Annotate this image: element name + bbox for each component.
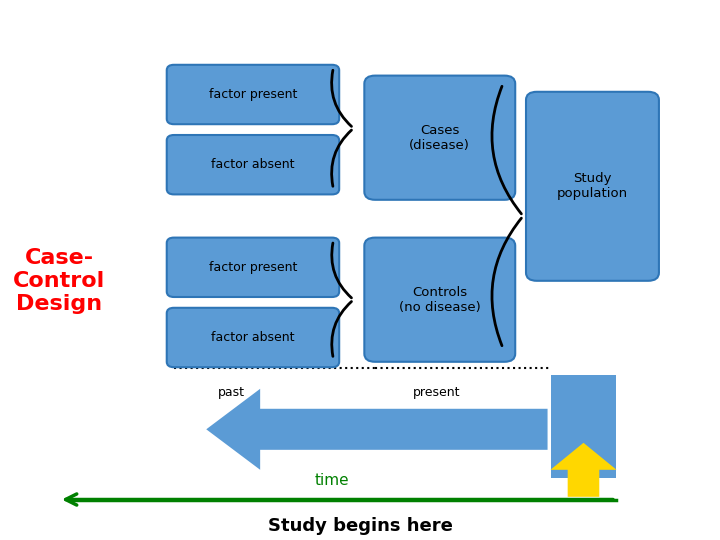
FancyBboxPatch shape: [167, 238, 339, 297]
Polygon shape: [550, 443, 616, 497]
FancyBboxPatch shape: [167, 308, 339, 367]
Text: Cases
(disease): Cases (disease): [410, 124, 470, 152]
Text: Controls
(no disease): Controls (no disease): [399, 286, 481, 314]
Text: factor absent: factor absent: [211, 331, 294, 344]
FancyBboxPatch shape: [167, 135, 339, 194]
FancyBboxPatch shape: [167, 65, 339, 124]
FancyBboxPatch shape: [551, 375, 616, 478]
Text: Study begins here: Study begins here: [269, 517, 453, 535]
Text: past: past: [218, 386, 245, 399]
Text: present: present: [413, 386, 460, 399]
Text: Case-
Control
Design: Case- Control Design: [13, 248, 105, 314]
Text: factor absent: factor absent: [211, 158, 294, 171]
Text: factor present: factor present: [209, 261, 297, 274]
FancyBboxPatch shape: [364, 238, 516, 362]
Text: Study
population: Study population: [557, 172, 628, 200]
Polygon shape: [206, 389, 547, 470]
FancyBboxPatch shape: [526, 92, 659, 281]
FancyBboxPatch shape: [364, 76, 516, 200]
Text: factor present: factor present: [209, 88, 297, 101]
Text: time: time: [315, 472, 349, 488]
